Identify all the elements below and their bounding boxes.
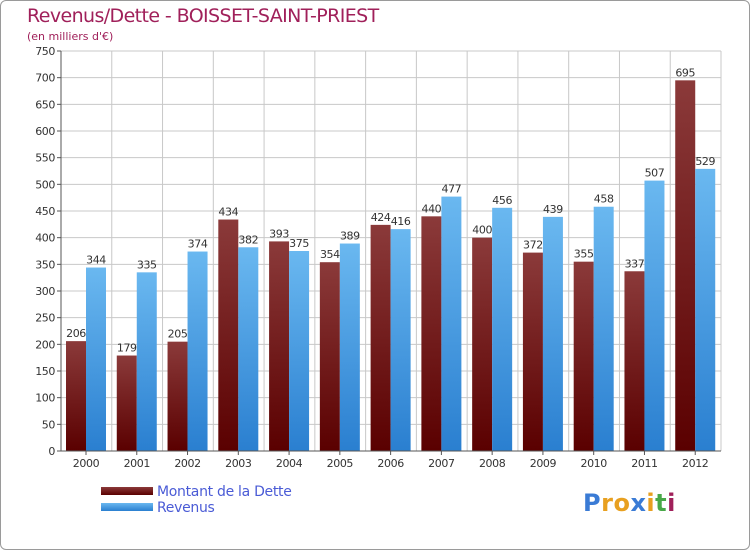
x-tick-label: 2009 [530, 457, 557, 470]
bar-dette-2011 [624, 271, 645, 451]
y-tick-label: 450 [35, 205, 55, 218]
value-label-revenus-2005: 389 [340, 230, 360, 243]
bar-dette-2001 [116, 355, 137, 451]
value-label-dette-2002: 205 [168, 328, 188, 341]
bar-dette-2012 [675, 80, 696, 451]
value-label-dette-2001: 179 [117, 342, 137, 355]
bar-revenus-2010 [593, 206, 614, 451]
x-tick-label: 2001 [124, 457, 150, 470]
value-label-dette-2008: 400 [472, 224, 492, 237]
bar-revenus-2004 [289, 251, 310, 451]
legend-label-dette: Montant de la Dette [157, 484, 292, 500]
bar-revenus-2006 [390, 229, 411, 451]
bar-dette-2005 [319, 262, 340, 451]
logo-letter: i [646, 489, 656, 517]
y-tick-label: 750 [35, 45, 55, 58]
chart-subtitle: (en milliers d'€) [27, 30, 114, 43]
y-tick-label: 300 [35, 285, 55, 298]
value-label-dette-2010: 355 [574, 248, 594, 261]
x-tick-label: 2004 [276, 457, 303, 470]
y-tick-label: 150 [35, 365, 55, 378]
x-tick-label: 2005 [327, 457, 354, 470]
value-label-revenus-2001: 335 [137, 258, 157, 271]
y-tick-label: 600 [35, 125, 55, 138]
value-label-revenus-2007: 477 [441, 183, 461, 196]
bar-revenus-2012 [695, 168, 716, 451]
legend-swatch-dette [101, 487, 153, 495]
bar-revenus-2002 [187, 251, 208, 451]
bar-revenus-2011 [644, 180, 665, 451]
bar-revenus-2003 [238, 247, 259, 451]
chart-title: Revenus/Dette - BOISSET-SAINT-PRIEST [27, 5, 379, 27]
x-tick-label: 2006 [377, 457, 404, 470]
value-label-revenus-2000: 344 [86, 254, 106, 267]
x-tick-label: 2010 [580, 457, 607, 470]
logo-letter: t [655, 489, 668, 517]
y-tick-label: 200 [35, 338, 55, 351]
value-label-revenus-2003: 382 [238, 233, 258, 246]
x-tick-label: 2008 [479, 457, 506, 470]
y-tick-label: 700 [35, 72, 55, 85]
value-label-dette-2006: 424 [371, 211, 391, 224]
bar-dette-2007 [421, 216, 442, 451]
y-tick-label: 400 [35, 232, 55, 245]
logo-letter: i [667, 489, 676, 517]
bar-revenus-2008 [492, 207, 513, 451]
logo-letter: P [583, 489, 602, 517]
y-tick-label: 550 [35, 152, 55, 165]
bar-revenus-2000 [86, 267, 106, 451]
proxiti-logo: Proxiti [583, 489, 676, 517]
value-label-revenus-2009: 439 [543, 203, 563, 216]
y-tick-label: 50 [42, 418, 56, 431]
legend-label-revenus: Revenus [157, 500, 215, 516]
bar-revenus-2009 [542, 216, 563, 451]
value-label-revenus-2006: 416 [391, 215, 411, 228]
y-tick-label: 650 [35, 98, 55, 111]
x-tick-label: 2002 [174, 457, 200, 470]
y-tick-label: 500 [35, 178, 55, 191]
x-tick-label: 2007 [428, 457, 455, 470]
y-tick-label: 350 [35, 258, 55, 271]
y-tick-label: 250 [35, 312, 55, 325]
logo-letter: x [630, 489, 647, 517]
bar-dette-2006 [370, 224, 391, 451]
value-label-dette-2003: 434 [218, 206, 238, 219]
value-label-revenus-2011: 507 [645, 167, 665, 180]
value-label-dette-2007: 440 [421, 202, 441, 215]
x-tick-label: 2000 [73, 457, 100, 470]
value-label-revenus-2010: 458 [594, 193, 614, 206]
value-label-revenus-2002: 374 [188, 238, 208, 251]
bar-revenus-2001 [136, 272, 157, 451]
bar-dette-2009 [522, 252, 543, 451]
value-label-revenus-2012: 529 [695, 155, 715, 168]
bar-dette-2002 [167, 341, 188, 451]
legend-swatch-revenus [101, 503, 153, 511]
x-tick-label: 2011 [631, 457, 657, 470]
x-tick-label: 2012 [682, 457, 708, 470]
bar-revenus-2005 [339, 243, 360, 451]
bar-dette-2000 [66, 341, 86, 451]
value-label-dette-2000: 206 [66, 327, 86, 340]
value-label-dette-2011: 337 [625, 257, 645, 270]
y-tick-label: 100 [35, 392, 55, 405]
value-label-dette-2004: 393 [269, 227, 289, 240]
value-label-dette-2005: 354 [320, 248, 340, 261]
logo-letter: r [601, 489, 614, 517]
bar-revenus-2007 [441, 196, 462, 451]
x-tick-label: 2003 [225, 457, 252, 470]
value-label-revenus-2008: 456 [492, 194, 512, 207]
bar-dette-2008 [472, 237, 493, 451]
bar-dette-2010 [573, 261, 594, 451]
bar-dette-2004 [269, 241, 290, 451]
value-label-dette-2012: 695 [675, 66, 695, 79]
y-tick-label: 0 [48, 445, 55, 458]
logo-letter: o [613, 489, 631, 517]
value-label-revenus-2004: 375 [289, 237, 309, 250]
value-label-dette-2009: 372 [523, 239, 543, 252]
bar-dette-2003 [218, 219, 239, 451]
